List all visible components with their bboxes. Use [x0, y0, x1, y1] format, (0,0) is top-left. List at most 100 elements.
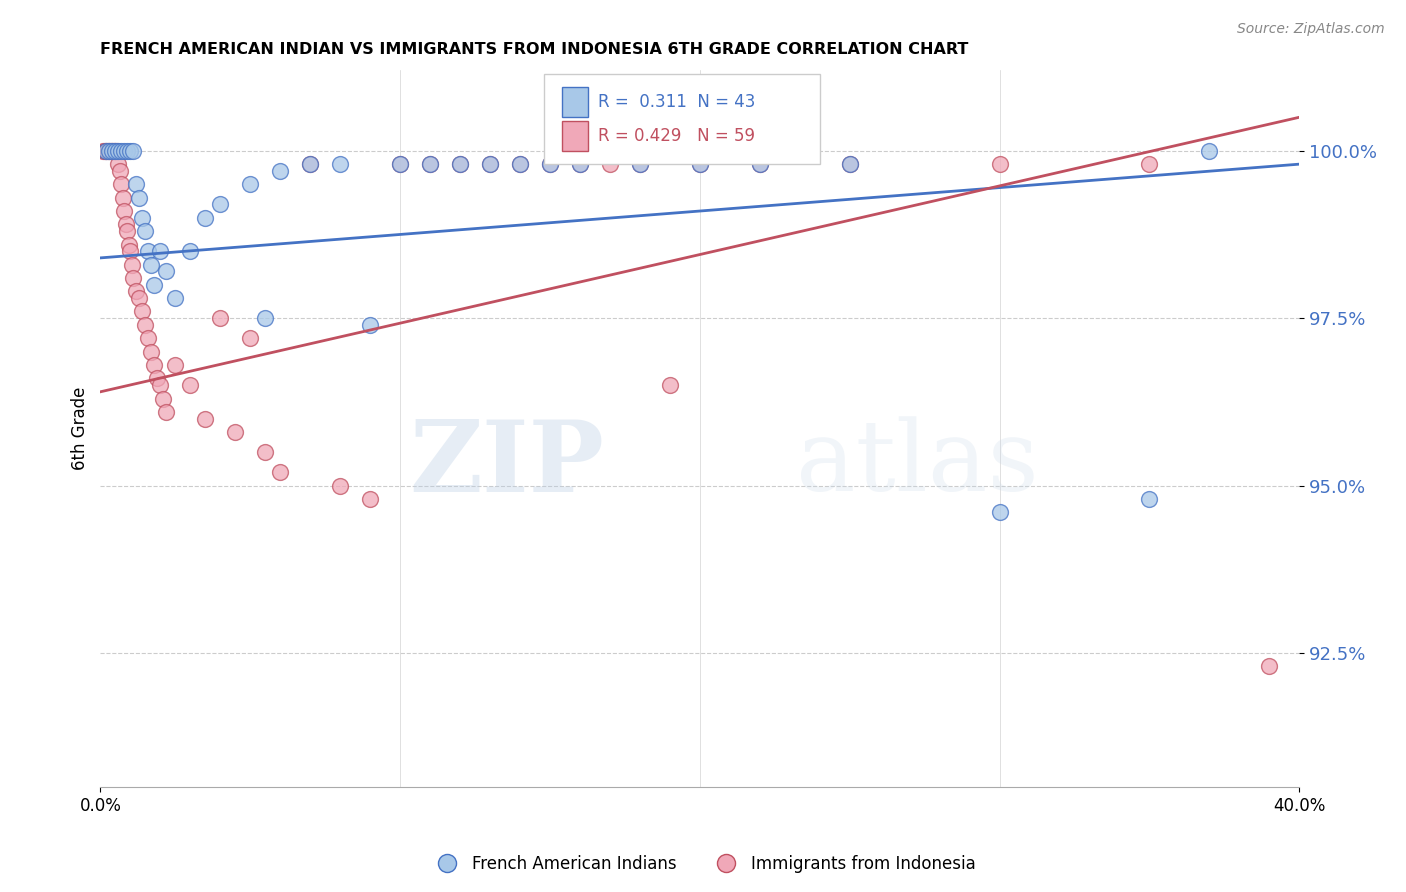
Point [239, 178, 262, 192]
Point [96, 144, 118, 158]
Point [94, 144, 117, 158]
Point [568, 157, 591, 171]
Point [449, 157, 471, 171]
Point [689, 157, 711, 171]
Point [122, 144, 145, 158]
Point [658, 378, 681, 392]
Bar [562, 121, 588, 152]
Point [121, 258, 143, 272]
Point [628, 157, 651, 171]
Point [1137, 491, 1160, 506]
Point [389, 157, 412, 171]
Point [131, 211, 153, 225]
Point [97, 144, 120, 158]
Point [152, 392, 174, 406]
Text: atlas: atlas [796, 417, 1039, 512]
Point [329, 478, 352, 492]
Point [96, 144, 118, 158]
Point [538, 157, 561, 171]
Point [209, 197, 232, 211]
Point [1198, 144, 1220, 158]
Point [509, 157, 531, 171]
Point [134, 224, 156, 238]
Bar [562, 87, 588, 117]
Point [478, 157, 501, 171]
Point [838, 157, 860, 171]
Point [131, 304, 153, 318]
Point [155, 405, 177, 419]
Point [107, 157, 129, 171]
Point [419, 157, 441, 171]
Point [117, 224, 139, 238]
Point [988, 505, 1011, 519]
Point [143, 358, 166, 372]
Point [988, 157, 1011, 171]
Point [104, 144, 127, 158]
Point [128, 191, 150, 205]
Point [478, 157, 501, 171]
Point [114, 218, 136, 232]
Point [165, 358, 187, 372]
Text: R = 0.429   N = 59: R = 0.429 N = 59 [598, 128, 755, 145]
Point [449, 157, 471, 171]
Text: R =  0.311  N = 43: R = 0.311 N = 43 [598, 93, 755, 111]
Point [110, 144, 132, 158]
Point [98, 144, 121, 158]
Point [628, 157, 651, 171]
Point [134, 318, 156, 332]
Point [165, 291, 187, 305]
Point [149, 378, 172, 392]
Point [179, 244, 201, 259]
Point [103, 144, 125, 158]
Point [101, 144, 124, 158]
Point [194, 411, 217, 425]
Point [748, 157, 770, 171]
Point [254, 445, 277, 459]
Point [254, 311, 277, 326]
Point [509, 157, 531, 171]
Point [108, 164, 131, 178]
Point [538, 157, 561, 171]
Point [1137, 157, 1160, 171]
Point [136, 331, 159, 345]
Point [299, 157, 322, 171]
Point [689, 157, 711, 171]
Point [209, 311, 232, 326]
Point [100, 144, 122, 158]
Y-axis label: 6th Grade: 6th Grade [72, 387, 89, 470]
Point [299, 157, 322, 171]
Legend: French American Indians, Immigrants from Indonesia: French American Indians, Immigrants from… [423, 848, 983, 880]
Point [141, 258, 163, 272]
Point [110, 178, 132, 192]
Point [269, 465, 291, 479]
Point [128, 291, 150, 305]
Text: ZIP: ZIP [409, 416, 603, 513]
Point [143, 277, 166, 292]
Point [599, 157, 621, 171]
Point [120, 244, 142, 259]
Point [359, 318, 381, 332]
Point [136, 244, 159, 259]
Point [329, 157, 352, 171]
Point [224, 425, 246, 439]
Point [120, 144, 142, 158]
Point [122, 271, 145, 285]
Point [125, 178, 148, 192]
Point [141, 344, 163, 359]
Point [389, 157, 412, 171]
Point [269, 164, 291, 178]
Point [117, 144, 139, 158]
Point [112, 204, 135, 219]
Point [104, 144, 127, 158]
Point [838, 157, 860, 171]
Point [146, 371, 169, 385]
Point [107, 144, 129, 158]
Point [359, 491, 381, 506]
Point [239, 331, 262, 345]
Point [748, 157, 770, 171]
Point [98, 144, 121, 158]
Point [125, 285, 148, 299]
Point [155, 264, 177, 278]
FancyBboxPatch shape [544, 74, 820, 163]
Point [194, 211, 217, 225]
